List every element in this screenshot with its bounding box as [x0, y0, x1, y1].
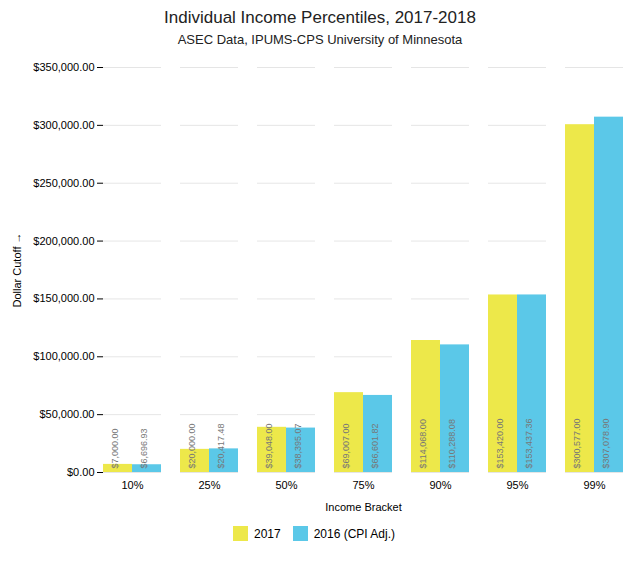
- svg-text:99%: 99%: [583, 479, 605, 491]
- svg-text:$200,000.00: $200,000.00: [33, 235, 94, 247]
- svg-text:$20,000.00: $20,000.00: [187, 423, 197, 468]
- svg-text:$7,000.00: $7,000.00: [110, 428, 120, 468]
- svg-text:$38,395.07: $38,395.07: [293, 423, 303, 468]
- svg-text:$153,420.00: $153,420.00: [495, 418, 505, 468]
- svg-text:Dollar Cutoff →: Dollar Cutoff →: [11, 233, 23, 308]
- svg-text:50%: 50%: [275, 479, 297, 491]
- svg-text:10%: 10%: [121, 479, 143, 491]
- html-text:ASEC Data, IPUMS-CPS Universit: ASEC Data, IPUMS-CPS University of Minne…: [177, 32, 463, 47]
- svg-text:$250,000.00: $250,000.00: [33, 177, 94, 189]
- svg-text:$50,000.00: $50,000.00: [39, 408, 94, 420]
- svg-text:Income Bracket: Income Bracket: [325, 501, 401, 513]
- svg-text:75%: 75%: [352, 479, 374, 491]
- svg-text:$39,048.00: $39,048.00: [264, 423, 274, 468]
- svg-text:25%: 25%: [198, 479, 220, 491]
- svg-text:$66,601.82: $66,601.82: [370, 423, 380, 468]
- svg-text:90%: 90%: [429, 479, 451, 491]
- svg-text:$153,437.36: $153,437.36: [524, 418, 534, 468]
- svg-text:$307,078.90: $307,078.90: [601, 418, 611, 468]
- svg-text:$150,000.00: $150,000.00: [33, 292, 94, 304]
- svg-text:$69,007.00: $69,007.00: [341, 423, 351, 468]
- svg-text:$100,000.00: $100,000.00: [33, 350, 94, 362]
- html-text:Individual Income Percentiles,: Individual Income Percentiles, 2017-2018: [164, 8, 476, 27]
- svg-text:$350,000.00: $350,000.00: [33, 61, 94, 73]
- svg-text:$20,417.48: $20,417.48: [216, 423, 226, 468]
- svg-text:$110,288.08: $110,288.08: [447, 419, 457, 468]
- html-text:2017: 2017: [254, 526, 281, 541]
- svg-text:$6,696.93: $6,696.93: [139, 428, 149, 468]
- svg-text:95%: 95%: [506, 479, 528, 491]
- svg-text:$300,577.00: $300,577.00: [572, 418, 582, 468]
- html-text:2016 (CPI Adj.): 2016 (CPI Adj.): [313, 526, 395, 541]
- svg-text:$114,068.00: $114,068.00: [418, 419, 428, 468]
- svg-text:$0.00: $0.00: [67, 466, 95, 478]
- svg-text:$300,000.00: $300,000.00: [33, 119, 94, 131]
